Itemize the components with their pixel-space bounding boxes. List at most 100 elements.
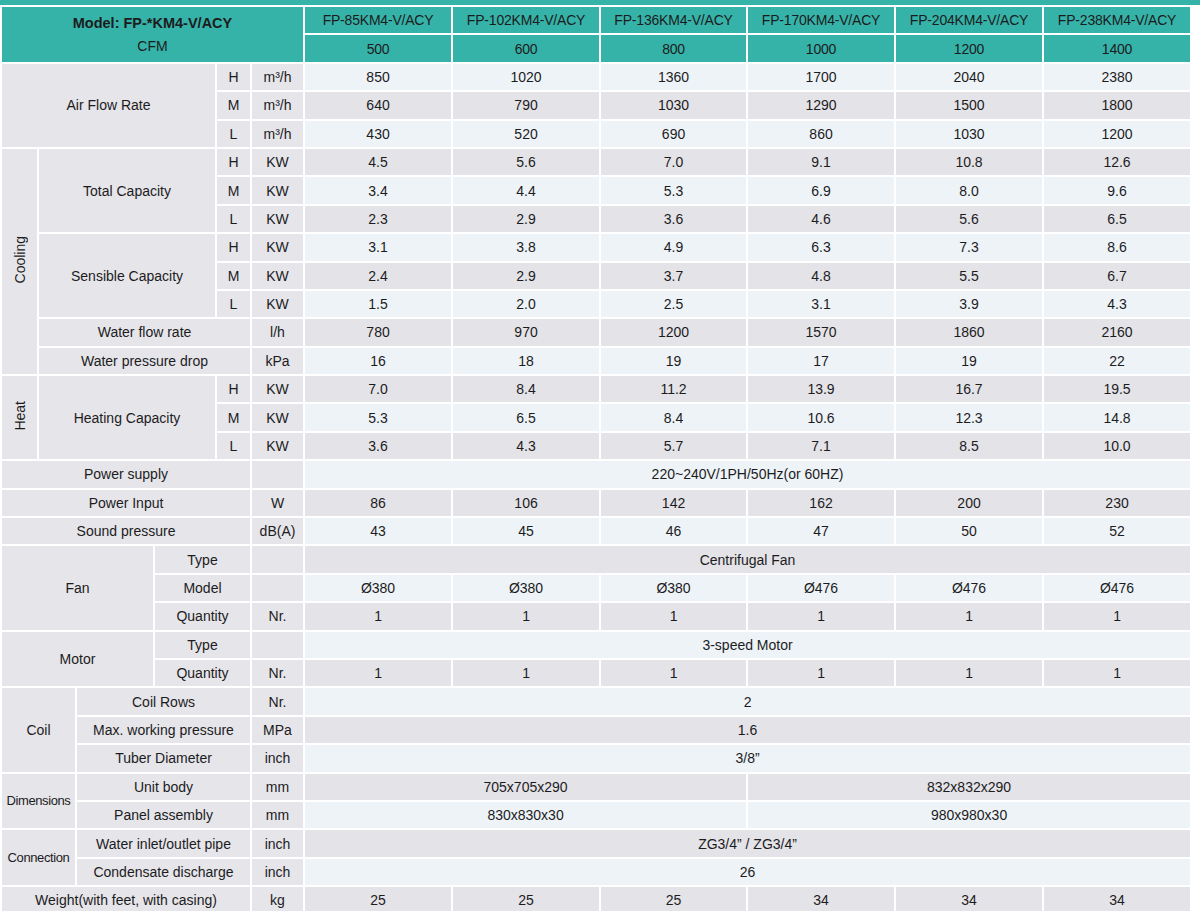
table-row: CoilCoil RowsNr.2 <box>1 687 1191 715</box>
value-cell: 1 <box>1043 659 1191 687</box>
value-cell: 5.5 <box>895 262 1043 290</box>
row-label: Max. working pressure <box>76 716 251 744</box>
table-row: Model: FP-*KM4-V/ACYCFMFP-85KM4-V/ACYFP-… <box>1 6 1191 34</box>
table-row: Sound pressuredB(A)434546475052 <box>1 517 1191 545</box>
value-cell: 18 <box>452 347 600 375</box>
value-cell: 780 <box>304 318 452 346</box>
table-row: Water flow ratel/h7809701200157018602160 <box>1 318 1191 346</box>
value-cell: 1200 <box>600 318 747 346</box>
cfm-value: 600 <box>452 34 600 62</box>
unit-label: M <box>216 403 251 431</box>
value-cell: 5.6 <box>452 148 600 176</box>
value-cell: 1 <box>304 659 452 687</box>
unit-label: l/h <box>251 318 304 346</box>
value-cell: 6.3 <box>747 233 895 261</box>
row-label-heating-capacity: Heating Capacity <box>38 375 216 460</box>
value-cell: 2.9 <box>452 262 600 290</box>
value-cell: 50 <box>895 517 1043 545</box>
unit-label: M <box>216 262 251 290</box>
value-cell: 19 <box>895 347 1043 375</box>
value-cell: 142 <box>600 489 747 517</box>
value-cell: 8.5 <box>895 432 1043 460</box>
value-cell: 2040 <box>895 63 1043 91</box>
merged-value: 220~240V/1PH/50Hz(or 60HZ) <box>304 460 1191 488</box>
value-cell: 2380 <box>1043 63 1191 91</box>
section-label-heat: Heat <box>1 375 38 460</box>
value-cell: Ø380 <box>452 574 600 602</box>
value-cell: 10.8 <box>895 148 1043 176</box>
unit-label: KW <box>251 176 304 204</box>
table-row: QuantityNr.111111 <box>1 602 1191 630</box>
value-cell: 690 <box>600 120 747 148</box>
value-cell: 1570 <box>747 318 895 346</box>
value-cell: 3.4 <box>304 176 452 204</box>
value-cell: 1020 <box>452 63 600 91</box>
cfm-value: 500 <box>304 34 452 62</box>
spec-table-body: Model: FP-*KM4-V/ACYCFMFP-85KM4-V/ACYFP-… <box>1 6 1191 911</box>
value-cell: 5.7 <box>600 432 747 460</box>
table-row: FanTypeCentrifugal Fan <box>1 545 1191 573</box>
value-cell: 8.4 <box>600 403 747 431</box>
value-cell: 25 <box>452 886 600 911</box>
value-cell: 1.5 <box>304 290 452 318</box>
unit-label: KW <box>251 290 304 318</box>
value-cell: 8.6 <box>1043 233 1191 261</box>
table-row: HeatHeating CapacityHKW7.08.411.213.916.… <box>1 375 1191 403</box>
merged-value: 3-speed Motor <box>304 631 1191 659</box>
unit-label: L <box>216 120 251 148</box>
table-row: QuantityNr.111111 <box>1 659 1191 687</box>
table-row: ModelØ380Ø380Ø380Ø476Ø476Ø476 <box>1 574 1191 602</box>
value-cell: 43 <box>304 517 452 545</box>
table-row: Power InputW86106142162200230 <box>1 489 1191 517</box>
value-cell: Ø476 <box>747 574 895 602</box>
value-cell: 7.0 <box>304 375 452 403</box>
value-cell: 25 <box>600 886 747 911</box>
value-cell: 1360 <box>600 63 747 91</box>
table-row: Max. working pressureMPa1.6 <box>1 716 1191 744</box>
unit-label: H <box>216 63 251 91</box>
merged-value: 26 <box>304 858 1191 886</box>
column-header: FP-204KM4-V/ACY <box>895 6 1043 34</box>
unit-label: KW <box>251 205 304 233</box>
value-cell: 22 <box>1043 347 1191 375</box>
row-label: Type <box>154 631 251 659</box>
value-cell: 2.9 <box>452 205 600 233</box>
value-cell: 1 <box>895 602 1043 630</box>
row-label-air-flow-rate: Air Flow Rate <box>1 63 216 148</box>
value-cell: 4.8 <box>747 262 895 290</box>
spec-table: Model: FP-*KM4-V/ACYCFMFP-85KM4-V/ACYFP-… <box>0 5 1192 911</box>
section-label-connection: Connection <box>1 829 76 886</box>
unit-label: inch <box>251 829 304 857</box>
table-row: ConnectionWater inlet/outlet pipeinchZG3… <box>1 829 1191 857</box>
table-row: Water pressure dropkPa161819171922 <box>1 347 1191 375</box>
value-cell: 1 <box>600 602 747 630</box>
table-row: Tuber Diameterinch3/8” <box>1 744 1191 772</box>
unit-label <box>251 460 304 488</box>
value-cell: 16.7 <box>895 375 1043 403</box>
value-cell: 1 <box>452 659 600 687</box>
row-label: Quantity <box>154 659 251 687</box>
table-row: Power supply220~240V/1PH/50Hz(or 60HZ) <box>1 460 1191 488</box>
value-cell: 19 <box>600 347 747 375</box>
cfm-header-label: CFM <box>4 38 301 54</box>
value-cell: 106 <box>452 489 600 517</box>
value-cell: 11.2 <box>600 375 747 403</box>
value-cell: 3.6 <box>600 205 747 233</box>
unit-label: inch <box>251 744 304 772</box>
value-cell: 3.1 <box>304 233 452 261</box>
cfm-value: 1000 <box>747 34 895 62</box>
table-row: Sensible CapacityHKW3.13.84.96.37.38.6 <box>1 233 1191 261</box>
row-label: Condensate discharge <box>76 858 251 886</box>
value-cell: 2.5 <box>600 290 747 318</box>
value-cell: 6.5 <box>1043 205 1191 233</box>
value-cell: 12.3 <box>895 403 1043 431</box>
unit-label: Nr. <box>251 687 304 715</box>
value-cell: 45 <box>452 517 600 545</box>
value-cell: 12.6 <box>1043 148 1191 176</box>
value-cell: 520 <box>452 120 600 148</box>
value-cell: 2.4 <box>304 262 452 290</box>
row-label: Quantity <box>154 602 251 630</box>
unit-label: L <box>216 432 251 460</box>
value-cell: 3.6 <box>304 432 452 460</box>
cfm-value: 800 <box>600 34 747 62</box>
